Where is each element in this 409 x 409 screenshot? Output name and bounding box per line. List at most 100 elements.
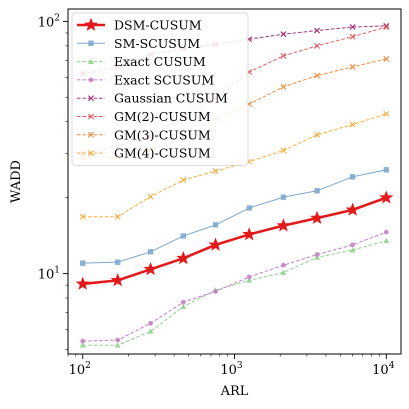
- legend-entry-sm-scusum: SM-SCUSUM: [77, 36, 200, 51]
- data-point: [383, 110, 390, 117]
- data-point: [314, 188, 320, 194]
- data-point: [180, 233, 186, 239]
- legend-label: GM(3)-CUSUM: [114, 127, 211, 142]
- data-point: [349, 33, 356, 40]
- series-dsm-cusum: [75, 190, 394, 290]
- data-point: [213, 289, 218, 294]
- y-tick-label: 101: [38, 266, 60, 283]
- data-point: [349, 247, 356, 253]
- series-line: [82, 169, 387, 264]
- data-point: [147, 328, 154, 334]
- data-point: [310, 210, 325, 225]
- data-point: [147, 249, 154, 255]
- data-point: [110, 273, 125, 287]
- legend-box: [71, 12, 249, 166]
- legend-entry-gm-4-cusum: GM(4)-CUSUM: [77, 146, 211, 161]
- ticks-layer: 102 103 104 101 102: [38, 13, 395, 378]
- legend-entry-dsm-cusum: DSM-CUSUM: [77, 18, 202, 33]
- data-point: [246, 274, 252, 280]
- data-point: [314, 131, 321, 138]
- data-point: [383, 167, 389, 173]
- x-tick-label: 102: [69, 361, 91, 378]
- data-point: [280, 31, 287, 38]
- legend-label: SM-SCUSUM: [114, 36, 200, 51]
- data-point: [349, 174, 356, 180]
- data-point: [314, 252, 320, 257]
- data-point: [212, 222, 219, 228]
- legend-marker: [88, 113, 94, 120]
- legend-label: DSM-CUSUM: [114, 18, 202, 33]
- data-point: [176, 250, 191, 265]
- series-exact-scusum: [80, 229, 389, 344]
- data-point: [246, 205, 252, 211]
- legend-marker: [84, 17, 98, 31]
- y-tick-label: 102: [38, 13, 60, 30]
- legend-label: GM(4)-CUSUM: [114, 146, 211, 161]
- data-point: [280, 194, 287, 200]
- data-point: [314, 42, 321, 49]
- data-point: [180, 177, 187, 184]
- data-point: [114, 213, 121, 220]
- data-point: [246, 277, 253, 283]
- legend-entry-gm-2-cusum: GM(2)-CUSUM: [77, 109, 211, 124]
- legend-marker: [88, 40, 94, 46]
- data-point: [314, 254, 321, 260]
- legend-entry-exact-scusum: Exact SCUSUM: [77, 72, 214, 87]
- data-point: [208, 237, 223, 251]
- data-point: [383, 237, 390, 244]
- data-point: [180, 303, 187, 309]
- data-point: [79, 342, 86, 348]
- legend-marker: [88, 95, 94, 102]
- data-point: [280, 147, 287, 154]
- data-point: [242, 227, 257, 241]
- legend-marker: [88, 150, 94, 157]
- series-line: [82, 196, 387, 286]
- data-point: [114, 342, 121, 348]
- legend-label: Gaussian CUSUM: [114, 91, 228, 106]
- legend-entry-gaussian-cusum: Gaussian CUSUM: [77, 91, 228, 106]
- data-point: [349, 63, 356, 70]
- data-point: [276, 218, 291, 232]
- data-point: [115, 259, 121, 265]
- data-point: [281, 262, 286, 268]
- data-point: [80, 338, 86, 344]
- legend-entry-gm-3-cusum: GM(3)-CUSUM: [77, 127, 211, 142]
- data-point: [80, 260, 86, 266]
- series-sm-scusum: [80, 167, 389, 266]
- series-line: [82, 231, 387, 342]
- series-exact-cusum: [79, 237, 390, 348]
- data-point: [148, 320, 153, 326]
- legend-marker: [88, 131, 94, 138]
- data-point: [345, 202, 360, 216]
- legend-label: Exact SCUSUM: [114, 72, 214, 87]
- data-point: [280, 52, 287, 59]
- legend-label: GM(2)-CUSUM: [114, 109, 211, 124]
- data-point: [115, 337, 121, 343]
- legend-label: Exact CUSUM: [114, 54, 206, 69]
- x-tick-label: 104: [372, 361, 395, 378]
- y-axis-label: WADD: [9, 160, 24, 203]
- data-point: [349, 121, 356, 128]
- data-point: [350, 242, 356, 248]
- data-point: [180, 299, 186, 305]
- data-point: [379, 190, 394, 204]
- data-point: [75, 276, 90, 290]
- data-point: [147, 193, 154, 200]
- data-point: [383, 55, 390, 62]
- series-line: [82, 113, 387, 218]
- data-point: [79, 213, 86, 220]
- data-point: [143, 261, 158, 276]
- data-point: [349, 24, 356, 31]
- legend: DSM-CUSUM SM-SCUSUM Exact CUSUM Exact SCUSU…: [71, 12, 249, 166]
- series-line: [82, 240, 387, 346]
- data-point: [280, 83, 287, 90]
- data-point: [383, 24, 390, 31]
- x-axis-label: ARL: [220, 384, 249, 399]
- data-point: [314, 27, 321, 34]
- data-point: [383, 229, 389, 235]
- data-point: [314, 72, 321, 79]
- legend-entry-exact-cusum: Exact CUSUM: [77, 54, 206, 69]
- data-point: [212, 168, 219, 175]
- data-point: [280, 269, 287, 275]
